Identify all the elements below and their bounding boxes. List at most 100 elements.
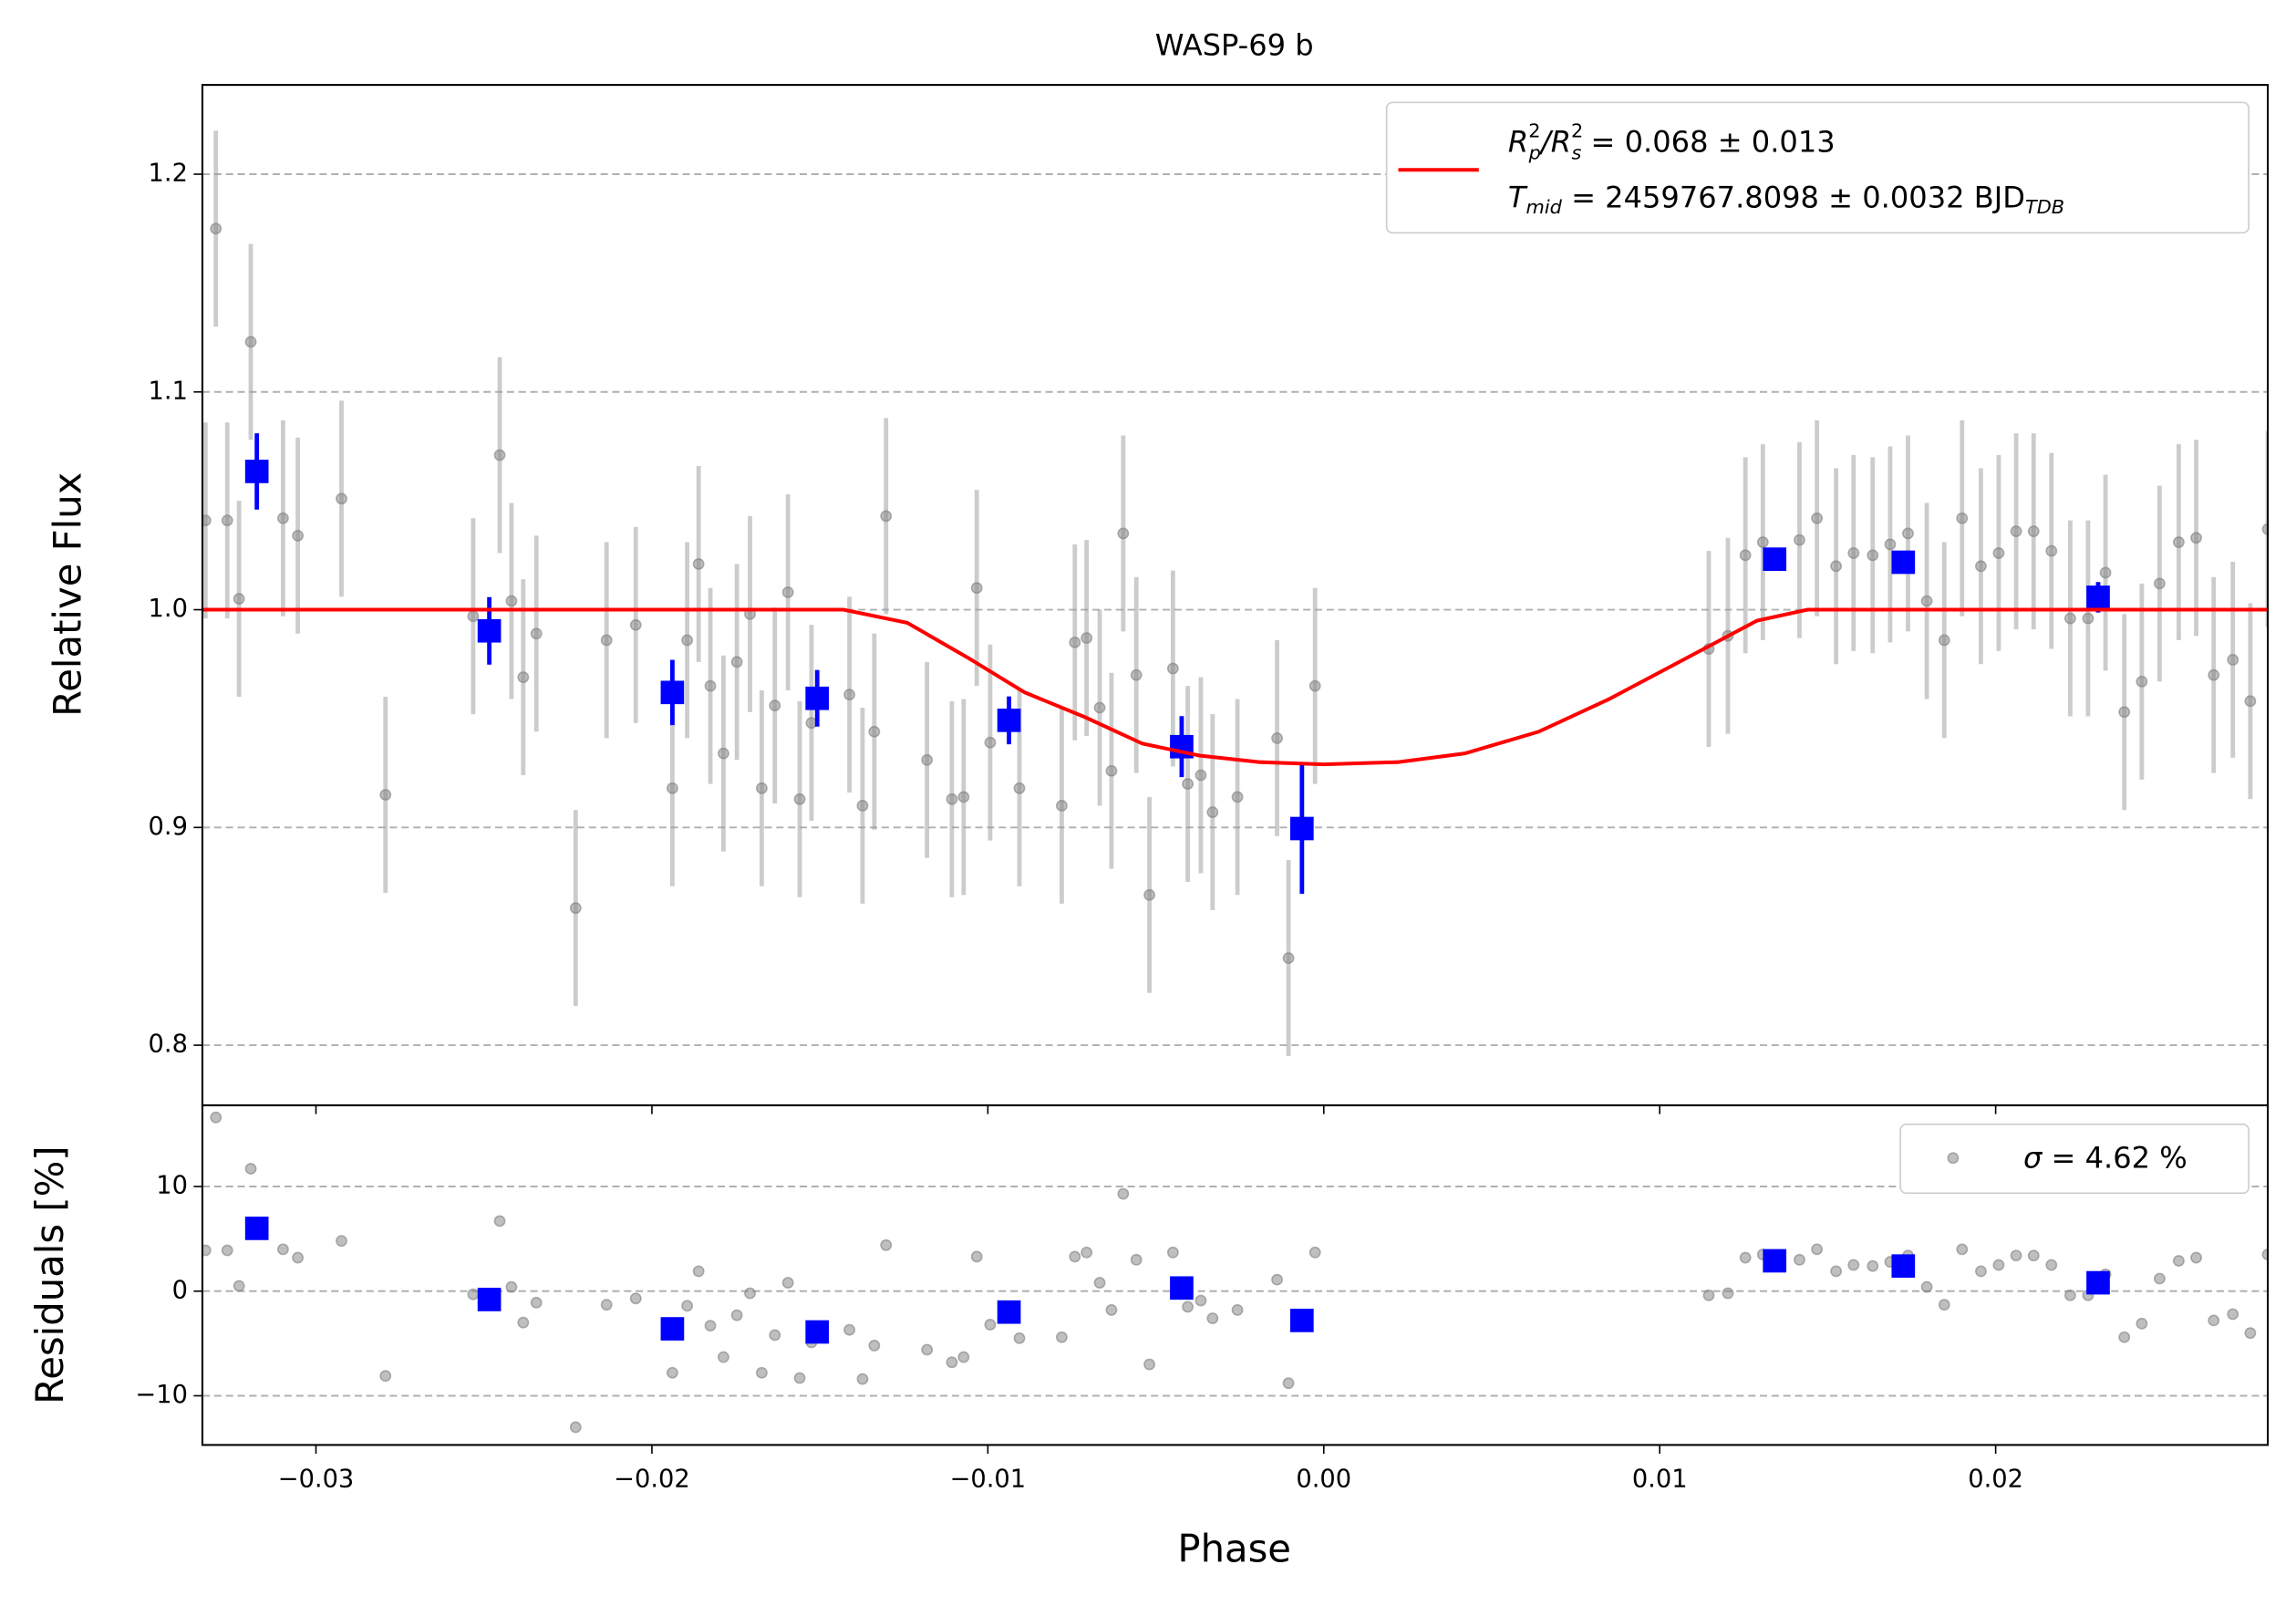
y-tick-label: 1.2 bbox=[149, 160, 188, 188]
data-point bbox=[2227, 654, 2239, 666]
data-point bbox=[946, 1356, 958, 1369]
data-point bbox=[681, 1300, 694, 1312]
binned-point bbox=[1763, 547, 1787, 571]
data-point bbox=[1195, 1294, 1207, 1307]
binned-point bbox=[1891, 550, 1916, 575]
data-point bbox=[1055, 1331, 1068, 1343]
data-point bbox=[292, 529, 305, 542]
legend-label: R2 p/R2 s = 0.068 ± 0.013 bbox=[1508, 119, 1836, 163]
data-point bbox=[681, 634, 694, 647]
data-point bbox=[2027, 1249, 2040, 1262]
data-point bbox=[880, 1238, 893, 1251]
data-point bbox=[970, 582, 983, 595]
data-point bbox=[493, 449, 506, 461]
data-point bbox=[692, 1265, 705, 1278]
data-point bbox=[868, 1339, 881, 1352]
data-point bbox=[2082, 612, 2094, 625]
data-point bbox=[1069, 636, 1081, 648]
data-point bbox=[1920, 1280, 1933, 1293]
data-point bbox=[755, 1366, 768, 1379]
y-axis-label: Relative Flux bbox=[46, 472, 90, 717]
data-point bbox=[1195, 769, 1207, 782]
binned-point bbox=[1170, 1276, 1194, 1300]
data-point bbox=[1811, 512, 1824, 524]
data-point bbox=[1182, 778, 1194, 790]
data-point bbox=[2208, 668, 2220, 681]
data-point bbox=[666, 1366, 678, 1379]
data-point bbox=[2227, 1308, 2239, 1321]
data-point bbox=[600, 1299, 613, 1311]
data-point bbox=[244, 336, 257, 348]
y-tick-label: 1.0 bbox=[149, 595, 188, 623]
data-point bbox=[2045, 544, 2058, 557]
data-point bbox=[856, 1373, 869, 1385]
data-point bbox=[233, 593, 245, 606]
x-tick-label: 0.00 bbox=[1296, 1465, 1351, 1493]
legend-text: 2 bbox=[1571, 119, 1583, 141]
data-point bbox=[2010, 525, 2022, 538]
data-point bbox=[946, 793, 958, 805]
data-point bbox=[769, 1329, 781, 1342]
data-point bbox=[517, 1316, 530, 1329]
data-point bbox=[957, 791, 970, 803]
data-point bbox=[1166, 662, 1179, 675]
data-point bbox=[1271, 732, 1283, 744]
data-point bbox=[336, 1235, 347, 1248]
y-tick-label: 1.1 bbox=[149, 377, 188, 405]
binned-point bbox=[1289, 1309, 1314, 1332]
binned-point bbox=[997, 1300, 1021, 1324]
legend-label: σ = 4.62 % bbox=[2023, 1140, 2187, 1175]
data-point bbox=[505, 1280, 518, 1293]
binned-point bbox=[805, 1320, 830, 1344]
data-point bbox=[493, 1215, 506, 1228]
data-point bbox=[856, 800, 869, 812]
data-point bbox=[530, 627, 543, 640]
binned-point bbox=[244, 460, 269, 483]
data-point bbox=[1938, 1299, 1950, 1311]
data-point bbox=[629, 1292, 642, 1305]
data-point bbox=[730, 1309, 743, 1321]
data-point bbox=[1231, 791, 1244, 803]
data-point bbox=[1093, 701, 1106, 714]
data-point bbox=[1069, 1250, 1081, 1263]
y-tick-label: 0.8 bbox=[149, 1031, 188, 1059]
data-point bbox=[781, 586, 794, 598]
data-point bbox=[221, 1244, 233, 1257]
data-point bbox=[221, 514, 233, 527]
data-point bbox=[1143, 1358, 1155, 1371]
data-point bbox=[1992, 1259, 2005, 1271]
data-point bbox=[244, 1163, 257, 1175]
data-point bbox=[1055, 800, 1068, 812]
data-point bbox=[1206, 1312, 1219, 1325]
y-tick-label: −10 bbox=[135, 1381, 188, 1409]
data-point bbox=[1794, 1253, 1805, 1266]
data-point bbox=[1811, 1243, 1824, 1256]
x-tick-label: −0.02 bbox=[614, 1465, 690, 1493]
y-axis-label: Residuals [%] bbox=[27, 1146, 72, 1404]
data-point bbox=[530, 1296, 543, 1309]
chart-title: WASP-69 b bbox=[1155, 27, 1314, 62]
data-point bbox=[692, 557, 705, 570]
data-point bbox=[1847, 1259, 1860, 1271]
data-point bbox=[2172, 1255, 2185, 1267]
y-tick-label: 10 bbox=[156, 1172, 188, 1200]
data-point bbox=[2190, 532, 2202, 544]
data-point bbox=[1105, 764, 1118, 777]
binned-point bbox=[805, 686, 830, 710]
data-point bbox=[2063, 1289, 2076, 1301]
data-point bbox=[1081, 632, 1093, 645]
data-point bbox=[769, 699, 781, 712]
data-point bbox=[2045, 1259, 2058, 1271]
legend-text: = 2459767.8098 ± 0.0032 BJD bbox=[1562, 180, 2025, 214]
data-point bbox=[1956, 512, 1969, 524]
legend-box bbox=[1385, 101, 2249, 234]
data-point bbox=[1282, 952, 1295, 965]
data-point bbox=[233, 1280, 245, 1292]
data-point bbox=[467, 1288, 480, 1300]
legend-text: /R bbox=[1538, 124, 1571, 159]
data-point bbox=[1902, 527, 1914, 540]
data-point bbox=[629, 618, 642, 631]
data-point bbox=[704, 1320, 717, 1332]
binned-point bbox=[1289, 816, 1314, 841]
